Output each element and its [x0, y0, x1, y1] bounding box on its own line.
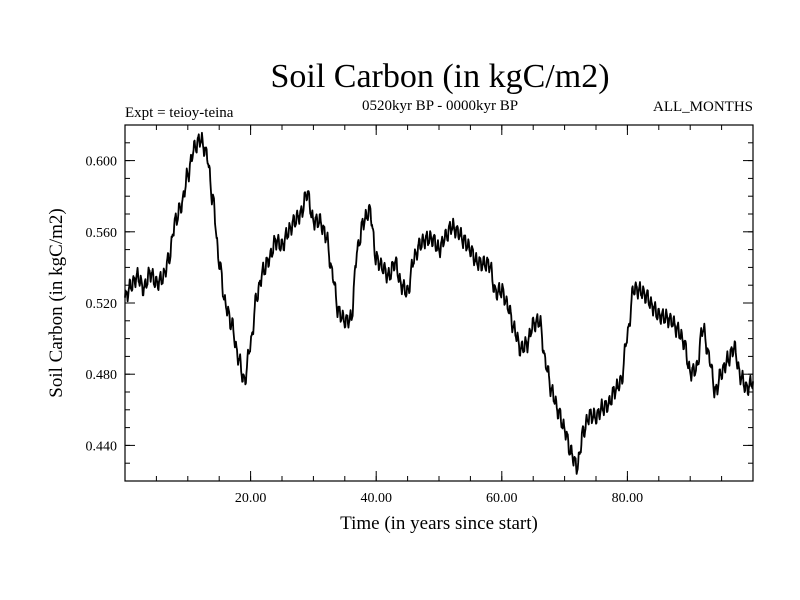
plot-area-frame — [124, 124, 754, 482]
y-axis-ticks — [125, 124, 753, 482]
x-tick-label: 40.00 — [360, 491, 392, 506]
y-tick-label: 0.560 — [86, 226, 118, 241]
y-axis-tick-labels: 0.440 0.480 0.520 0.560 0.600 — [86, 155, 118, 455]
soil-carbon-series-line — [124, 131, 754, 475]
y-tick-label: 0.440 — [86, 439, 118, 454]
x-tick-label: 20.00 — [235, 491, 267, 506]
x-axis-tick-labels: 20.00 40.00 60.00 80.00 — [235, 491, 643, 506]
time-range-label: 0520kyr BP - 0000kyr BP — [362, 98, 518, 114]
chart-title: Soil Carbon (in kgC/m2) — [270, 58, 609, 95]
y-tick-label: 0.600 — [86, 155, 118, 170]
x-tick-label: 80.00 — [612, 491, 644, 506]
experiment-label: Expt = teioy-teina — [125, 105, 234, 121]
x-tick-label: 60.00 — [486, 491, 518, 506]
y-tick-label: 0.520 — [86, 297, 118, 312]
x-axis-ticks — [124, 125, 754, 481]
months-label: ALL_MONTHS — [653, 99, 753, 115]
y-axis-label: Soil Carbon (in kgC/m2) — [46, 208, 67, 397]
y-tick-label: 0.480 — [86, 368, 118, 383]
x-axis-label: Time (in years since start) — [340, 513, 538, 534]
